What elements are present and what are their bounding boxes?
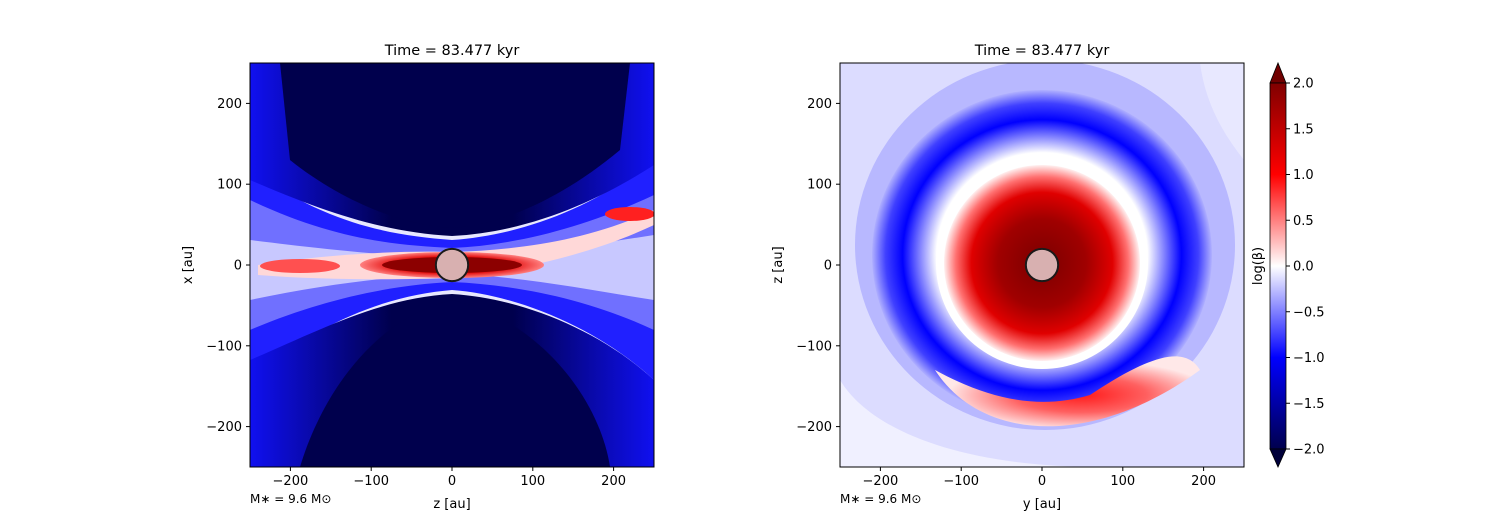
y-tick-label: 100 — [217, 178, 242, 193]
colorbar-tick-label: −1.5 — [1293, 397, 1325, 412]
y-tick-label: 0 — [824, 259, 832, 274]
mass-annotation-edge-on: M∗ = 9.6 M⊙ — [250, 492, 331, 506]
x-tick-label: 100 — [520, 474, 545, 489]
colorbar-extend-top — [1269, 61, 1287, 84]
y-tick-label: 200 — [217, 97, 242, 112]
chart-title-face-on: Time = 83.477 kyr — [974, 43, 1110, 59]
x-tick-label: 200 — [601, 474, 626, 489]
x-tick-label: −100 — [943, 474, 979, 489]
y-axis-label-face-on: z [au] — [771, 246, 786, 283]
colorbar-tick-label: −0.5 — [1293, 305, 1325, 320]
x-tick-label: 0 — [1038, 474, 1046, 489]
colorbar-gradient — [1269, 82, 1287, 450]
x-axis-label-edge-on: z [au] — [433, 497, 470, 512]
panel-face-on: −200 −100 0 100 200 −200 −100 0 100 200 Time = 8… — [771, 43, 1245, 512]
colorbar: −2.0 −1.5 −1.0 −0.5 0.0 0.5 1.0 1.5 2.0 log(β) — [1251, 61, 1325, 468]
y-tick-label: 200 — [807, 97, 832, 112]
colorbar-ticks: −2.0 −1.5 −1.0 −0.5 0.0 0.5 1.0 1.5 2.0 — [1286, 77, 1325, 458]
panel-edge-on: −200 −100 0 100 200 −200 −100 0 100 200 Time = 8… — [181, 43, 655, 512]
x-axis-label-face-on: y [au] — [1023, 497, 1061, 512]
colorbar-tick-label: −1.0 — [1293, 351, 1325, 366]
y-tick-label: −100 — [206, 339, 242, 354]
x-tick-label: −100 — [353, 474, 389, 489]
x-ticks-edge-on: −200 −100 0 100 200 — [273, 467, 626, 489]
y-tick-label: 0 — [234, 259, 242, 274]
y-tick-label: −200 — [206, 420, 242, 435]
colorbar-tick-label: 0.5 — [1293, 214, 1314, 229]
mass-annotation-face-on: M∗ = 9.6 M⊙ — [840, 492, 921, 506]
y-tick-label: −100 — [796, 339, 832, 354]
star-marker-face-on — [1024, 247, 1060, 283]
colorbar-tick-label: 1.5 — [1293, 122, 1314, 137]
colorbar-tick-label: 1.0 — [1293, 168, 1314, 183]
colorbar-tick-label: −2.0 — [1293, 443, 1325, 458]
x-tick-label: −200 — [863, 474, 899, 489]
y-tick-label: −200 — [796, 420, 832, 435]
colorbar-label: log(β) — [1251, 247, 1266, 285]
x-tick-label: −200 — [273, 474, 309, 489]
chart-title-edge-on: Time = 83.477 kyr — [384, 43, 520, 59]
colorbar-tick-label: 2.0 — [1293, 77, 1314, 92]
y-ticks-face-on: −200 −100 0 100 200 — [796, 97, 840, 435]
y-ticks-edge-on: −200 −100 0 100 200 — [206, 97, 250, 435]
x-tick-label: 0 — [448, 474, 456, 489]
x-tick-label: 100 — [1110, 474, 1135, 489]
y-tick-label: 100 — [807, 178, 832, 193]
colorbar-extend-bottom — [1269, 448, 1287, 468]
y-axis-label-edge-on: x [au] — [181, 246, 196, 284]
star-marker-edge-on — [434, 247, 470, 283]
x-tick-label: 200 — [1191, 474, 1216, 489]
x-ticks-face-on: −200 −100 0 100 200 — [863, 467, 1216, 489]
colorbar-tick-label: 0.0 — [1293, 260, 1314, 275]
